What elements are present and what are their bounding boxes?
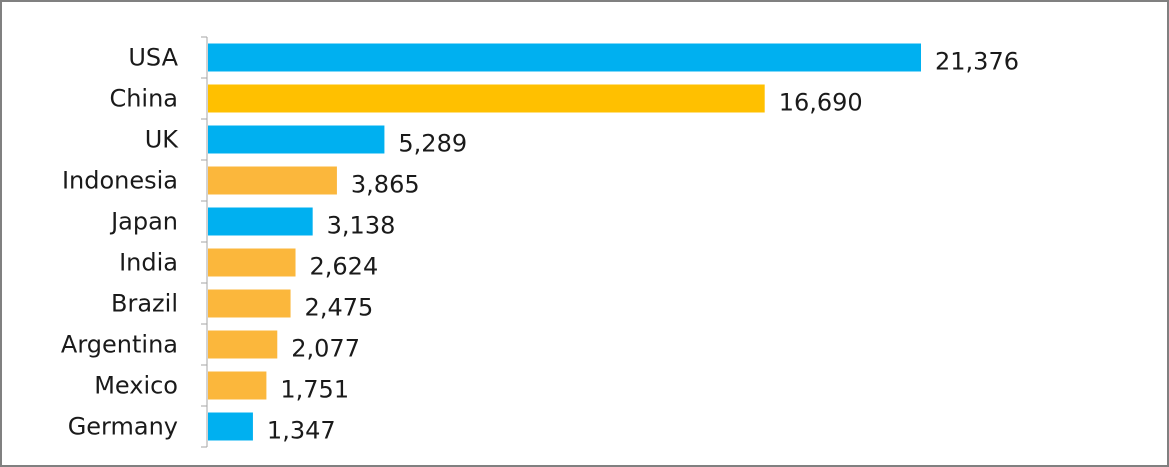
bar-usa (208, 43, 921, 72)
bar-indonesia (208, 166, 337, 195)
category-label: Brazil (111, 290, 178, 318)
bar-japan (208, 207, 313, 236)
value-label: 3,865 (351, 171, 420, 199)
bar-mexico (208, 371, 267, 400)
bar-china (208, 84, 765, 113)
value-label: 2,475 (305, 294, 374, 322)
bar-germany (208, 412, 253, 441)
value-label: 21,376 (935, 48, 1019, 76)
category-label: Indonesia (62, 167, 178, 195)
value-label: 2,077 (291, 335, 360, 363)
value-label: 16,690 (779, 89, 863, 117)
category-label: China (109, 85, 178, 113)
category-label: Argentina (61, 331, 178, 359)
category-label: USA (128, 44, 178, 72)
category-label: Japan (109, 208, 178, 236)
category-label: Mexico (94, 372, 178, 400)
bars-layer (208, 43, 921, 441)
bar-argentina (208, 330, 278, 359)
category-label: India (119, 249, 178, 277)
value-label: 5,289 (398, 130, 467, 158)
bar-uk (208, 125, 385, 154)
category-axis (201, 36, 208, 448)
category-label: UK (145, 126, 180, 154)
bar-brazil (208, 289, 291, 318)
labels-layer: USA 21,376 China 16,690 UK 5,289 Indonesia 3,86… (61, 44, 1019, 445)
value-label: 3,138 (327, 212, 396, 240)
value-label: 2,624 (310, 253, 379, 281)
value-label: 1,751 (280, 376, 349, 404)
value-label: 1,347 (267, 417, 336, 445)
category-label: Germany (68, 413, 178, 441)
bar-india (208, 248, 296, 277)
